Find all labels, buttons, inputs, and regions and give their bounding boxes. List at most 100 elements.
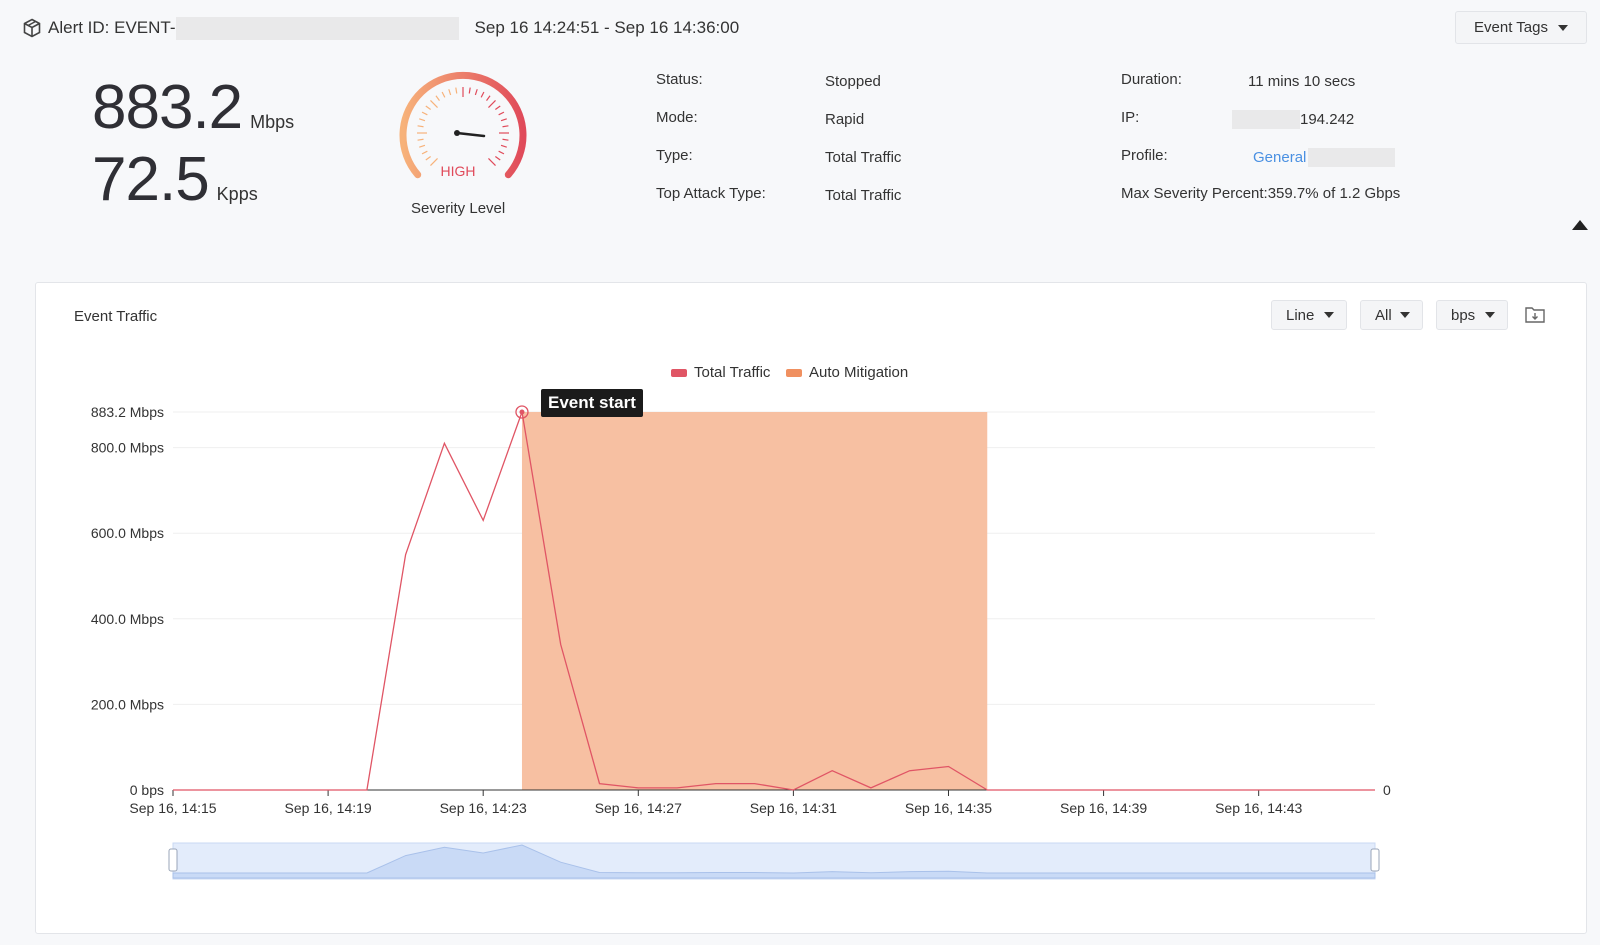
gauge-tick [419,118,426,122]
x-tick-label: Sep 16, 14:35 [905,800,992,816]
gauge-tick [502,125,509,128]
x-tick-label: Sep 16, 14:19 [285,800,372,816]
type-value: Total Traffic [825,149,902,166]
alert-id-label: Alert ID: EVENT- [48,18,176,37]
ip-value-row: 194.242 [1232,110,1354,129]
unit-select[interactable]: bps [1436,300,1508,330]
gauge-tick [417,125,424,128]
gauge-tick [498,150,505,155]
navigator-right-handle[interactable] [1370,848,1380,872]
status-label: Status: [656,71,703,88]
legend-swatch [671,368,687,377]
time-range: Sep 16 14:24:51 - Sep 16 14:36:00 [474,18,740,37]
gauge-tick [474,89,478,96]
top-attack-type-label: Top Attack Type: [656,185,766,202]
mode-value: Rapid [825,111,865,128]
profile-label: Profile: [1121,147,1168,164]
x-tick-label: Sep 16, 14:27 [595,800,682,816]
legend-label: Auto Mitigation [809,364,909,381]
event-start-marker [515,405,529,419]
traffic-chart[interactable]: 0 bps 200.0 Mbps 400.0 Mbps 600.0 Mbps 800.0… [36,283,1588,935]
gauge-tick [500,118,507,122]
event-tags-dropdown[interactable]: Event Tags [1455,11,1587,44]
panel-title: Event Traffic [74,308,158,325]
alert-header: Alert ID: EVENT- Sep 16 14:24:51 - Sep 1… [22,14,739,42]
gauge-tick [419,144,426,148]
status-value: Stopped [825,73,881,90]
chevron-down-icon [1400,312,1410,318]
severity-level-text: HIGH [441,163,476,179]
y-tick-label: 800.0 Mbps [91,440,164,456]
severity-label: Severity Level [411,200,506,217]
top-attack-type-value: Total Traffic [825,187,902,204]
gauge-tick [435,95,440,101]
packet-value: 72.5 [92,145,210,214]
profile-link[interactable]: General [1253,149,1307,166]
filter-select[interactable]: All [1360,300,1423,330]
gauge-tick [495,105,501,110]
navigator-left-handle[interactable] [168,848,178,872]
legend-label: Total Traffic [694,364,771,381]
duration-label: Duration: [1121,71,1182,88]
chevron-down-icon [1557,24,1568,31]
redacted-ip-prefix [1232,110,1300,129]
max-severity-text: Max Severity Percent:359.7% of 1.2 Gbps [1121,185,1401,202]
bandwidth-value: 883.2 [92,73,243,142]
chart-type-select[interactable]: Line [1271,300,1347,330]
collapse-up-icon[interactable] [1572,220,1588,230]
x-tick-label: Sep 16, 14:39 [1060,800,1147,816]
navigator-series [172,844,1376,879]
cube-icon [23,18,41,38]
ip-value: 194.242 [1300,111,1355,128]
bandwidth-metric: 883.2 Mbps [92,72,294,143]
packet-metric: 72.5 Kpps [92,144,258,215]
gauge-tick [441,91,446,98]
gauge-tick [421,150,428,155]
legend-swatch [786,368,802,377]
event-tags-label: Event Tags [1474,19,1548,36]
gauge-tick [430,100,438,108]
chevron-down-icon [1324,312,1334,318]
chevron-down-icon [1485,312,1495,318]
ip-label: IP: [1121,109,1140,126]
gauge-tick [425,156,431,161]
gauge-tick [468,87,471,94]
unit-value: bps [1451,306,1476,324]
severity-gauge: HIGH [399,71,527,179]
gauge-tick [455,87,458,94]
x-tick-label: Sep 16, 14:31 [750,800,837,816]
gauge-tick [430,158,438,166]
gauge-tick [488,100,496,108]
download-folder-icon[interactable] [1524,304,1546,324]
y-tick-label: 883.2 Mbps [91,404,164,420]
duration-value: 11 mins 10 secs [1248,73,1356,90]
legend-total-traffic[interactable]: Total Traffic [671,364,770,381]
gauge-tick [495,156,501,161]
total-traffic-line [173,409,1375,791]
event-traffic-panel: Event Traffic Line All bps Total Traffic… [35,282,1587,934]
gauge-tick [421,111,428,116]
mode-label: Mode: [656,109,698,126]
gauge-tick [500,144,507,148]
type-label: Type: [656,147,693,164]
event-start-tooltip: Event start [541,389,643,417]
x-tick-label: Sep 16, 14:15 [129,800,216,816]
redacted-profile-suffix [1308,148,1396,167]
legend-auto-mitigation[interactable]: Auto Mitigation [786,364,908,381]
y-tick-label: 0 bps [130,782,164,798]
x-tick-label: Sep 16, 14:43 [1215,800,1302,816]
y-tick-label: 600.0 Mbps [91,525,164,541]
gauge-tick [488,158,496,166]
y-tick-label: 200.0 Mbps [91,696,164,712]
y-tick-label: 400.0 Mbps [91,611,164,627]
mitigation-band [521,412,988,790]
gauge-tick [486,95,491,101]
gauge-tick [448,89,452,96]
gauge-tick [498,111,505,116]
right-axis-label: 0 [1383,782,1391,798]
x-tick-label: Sep 16, 14:23 [440,800,527,816]
profile-value-row: General [1253,148,1396,167]
gauge-tick [480,91,485,98]
gauge-tick [425,105,431,110]
event-start-dot [519,409,525,415]
